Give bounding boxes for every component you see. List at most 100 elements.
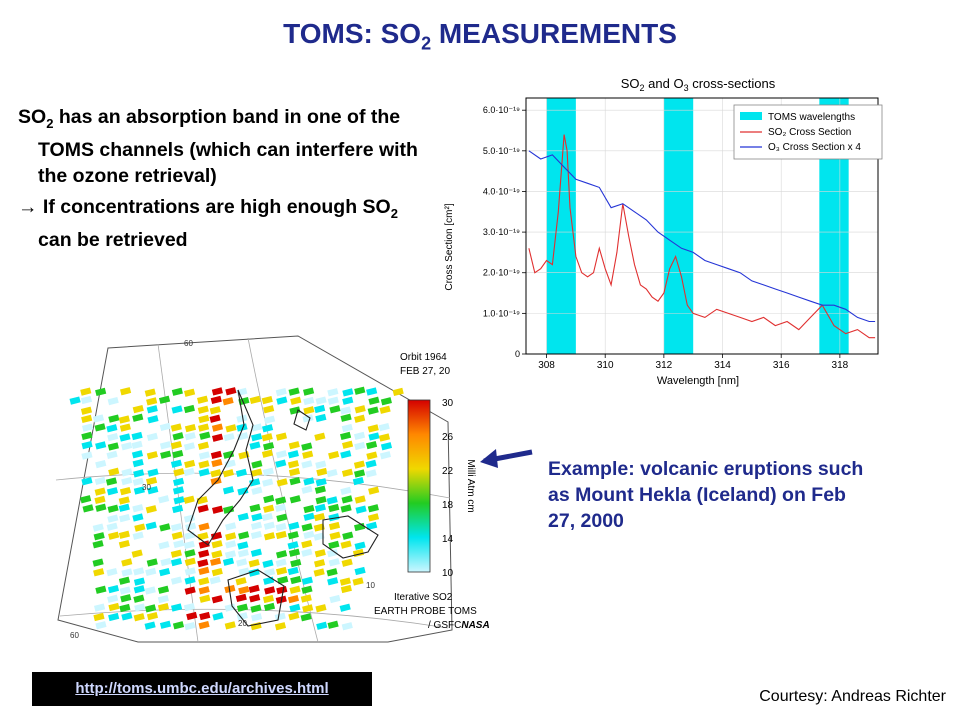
so2-pixel <box>249 441 261 450</box>
so2-pixel <box>210 469 222 478</box>
so2-pixel <box>222 397 234 406</box>
so2-pixel <box>275 459 287 468</box>
so2-pixel <box>274 612 286 621</box>
so2-pixel <box>159 523 171 532</box>
so2-pixel <box>183 602 196 612</box>
map-lat-label: 60 <box>70 631 79 640</box>
so2-pixel <box>132 413 144 422</box>
example-caption: Example: volcanic eruptions such as Moun… <box>548 458 864 532</box>
so2-pixel <box>327 577 339 586</box>
archive-link[interactable]: http://toms.umbc.edu/archives.html <box>75 680 329 697</box>
so2-pixel <box>301 485 313 494</box>
so2-pixel <box>263 415 276 424</box>
so2-pixel <box>93 603 106 612</box>
so2-pixel <box>225 522 237 531</box>
so2-pixel <box>147 415 159 424</box>
so2-pixel <box>367 513 380 522</box>
so2-pixel <box>80 406 93 415</box>
so2-pixel <box>146 451 158 460</box>
so2-pixel <box>184 459 196 469</box>
so2-pixel <box>132 404 144 414</box>
map-footer-org: / GSFCNASA <box>428 620 490 631</box>
so2-pixel <box>170 523 183 532</box>
so2-pixel <box>287 566 299 576</box>
so2-pixel <box>108 467 120 476</box>
x-tick-label: 316 <box>773 360 790 371</box>
colorbar-label: Milli Atm cm <box>465 459 476 512</box>
so2-pixel <box>289 585 301 594</box>
legend-label-toms: TOMS wavelengths <box>768 112 855 123</box>
so2-pixel <box>250 604 262 613</box>
so2-pixel <box>133 469 145 478</box>
so2-pixel <box>314 432 326 441</box>
so2-pixel <box>184 576 196 585</box>
so2-pixel <box>301 442 313 451</box>
so2-pixel <box>145 521 157 530</box>
y-tick-label: 6.0·10⁻¹⁹ <box>483 105 520 115</box>
so2-pixel <box>314 485 326 494</box>
so2-pixel <box>107 432 119 442</box>
so2-pixel <box>172 449 184 459</box>
so2-pixel <box>354 566 366 576</box>
so2-pixel <box>95 387 107 397</box>
so2-pixel <box>95 585 107 594</box>
so2-pixel <box>224 621 236 630</box>
so2-pixel <box>132 531 144 540</box>
so2-pixel <box>315 478 327 487</box>
so2-pixel <box>238 585 250 595</box>
so2-pixel <box>249 594 261 603</box>
so2-pixel <box>290 558 302 568</box>
so2-pixel <box>248 584 260 594</box>
so2-pixel <box>340 540 352 549</box>
so2-pixel <box>184 567 196 576</box>
so2-pixel <box>315 460 327 469</box>
so2-pixel <box>238 531 250 540</box>
so2-pixel <box>212 612 224 621</box>
so2-pixel <box>81 431 93 441</box>
so2-pixel <box>107 514 119 523</box>
so2-pixel <box>342 531 354 540</box>
so2-pixel <box>94 423 106 432</box>
so2-pixel <box>250 521 263 530</box>
so2-pixel <box>275 450 288 459</box>
chart-xlabel: Wavelength [nm] <box>657 375 739 387</box>
courtesy-credit: Courtesy: Andreas Richter <box>759 688 946 705</box>
so2-pixel <box>119 486 132 496</box>
so2-pixel <box>106 522 118 531</box>
so2-pixel <box>82 423 94 432</box>
so2-pixel <box>225 532 237 541</box>
so2-pixel <box>172 486 185 495</box>
so2-pixel <box>157 585 170 594</box>
so2-pixel <box>211 433 224 442</box>
so2-pixel <box>184 586 196 595</box>
so2-pixel <box>121 476 133 486</box>
so2-pixel <box>196 395 209 404</box>
so2-pixel <box>365 459 377 469</box>
so2-pixel <box>198 414 210 424</box>
so2-pixel <box>313 532 325 541</box>
so2-pixel <box>366 387 378 396</box>
so2-pixel <box>197 504 209 513</box>
legend-swatch-toms <box>740 112 762 120</box>
so2-pixel <box>222 486 235 495</box>
x-tick-label: 314 <box>714 360 731 371</box>
so2-pixel <box>276 513 288 522</box>
so2-pixel <box>352 577 364 586</box>
so2-pixel <box>94 476 106 486</box>
so2-pixel <box>119 513 131 523</box>
so2-pixel <box>288 441 300 450</box>
so2-pixel <box>328 521 341 531</box>
so2-pixel <box>80 395 93 405</box>
so2-pixel <box>92 558 104 567</box>
so2-pixel <box>209 576 221 585</box>
so2-pixel <box>339 603 351 612</box>
so2-pixel <box>198 620 210 630</box>
so2-pixel <box>172 504 184 514</box>
colorbar-tick: 10 <box>442 568 454 579</box>
so2-pixel <box>339 431 352 441</box>
so2-pixel <box>145 567 157 577</box>
so2-pixel <box>326 568 338 577</box>
so2-pixel <box>197 405 209 414</box>
so2-pixel <box>262 559 274 568</box>
so2-pixel <box>342 440 354 449</box>
